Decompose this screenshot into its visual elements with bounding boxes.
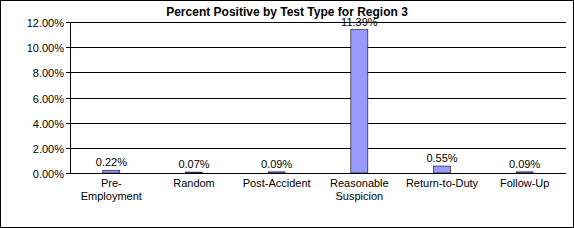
x-tick-label: Random	[173, 177, 215, 189]
x-tick-label: Post-Accident	[243, 177, 311, 189]
x-tick-label: Pre-Employment	[81, 177, 142, 202]
x-tick-label-line: Return-to-Duty	[406, 177, 479, 189]
bar	[351, 30, 368, 173]
x-tick-label-line: Employment	[81, 190, 142, 202]
y-tick-label: 10.00%	[27, 42, 65, 54]
grid-line	[70, 22, 566, 23]
y-tick-label: 4.00%	[33, 118, 64, 130]
y-tick	[66, 47, 70, 48]
x-tick-label-line: Reasonable	[330, 177, 389, 189]
y-tick	[66, 98, 70, 99]
bar	[186, 172, 203, 174]
chart-container: Percent Positive by Test Type for Region…	[0, 0, 574, 228]
x-tick-label-line: Post-Accident	[243, 177, 311, 189]
x-axis	[70, 173, 566, 174]
x-tick-label-line: Suspicion	[335, 190, 383, 202]
x-tick-label-line: Follow-Up	[500, 177, 550, 189]
y-tick-label: 12.00%	[27, 17, 65, 29]
y-tick	[66, 173, 70, 174]
x-tick-label-line: Random	[173, 177, 215, 189]
data-label: 0.07%	[178, 158, 209, 170]
data-label: 0.55%	[426, 152, 457, 164]
chart-svg: Percent Positive by Test Type for Region…	[0, 0, 574, 228]
y-tick-label: 6.00%	[33, 93, 64, 105]
bar	[268, 172, 285, 173]
data-label: 0.09%	[509, 158, 540, 170]
y-axis	[70, 22, 71, 173]
y-tick	[66, 148, 70, 149]
bar	[434, 166, 451, 173]
y-tick-label: 0.00%	[33, 168, 64, 180]
chart-border	[1, 1, 574, 228]
grid-line	[70, 173, 566, 174]
y-tick-label: 2.00%	[33, 143, 64, 155]
bar	[103, 170, 120, 173]
data-label: 0.22%	[96, 156, 127, 168]
x-tick-label: Follow-Up	[500, 177, 550, 189]
x-tick-label-line: Pre-	[101, 177, 122, 189]
data-label: 0.09%	[261, 158, 292, 170]
bar	[516, 172, 533, 173]
grid-line	[70, 148, 566, 149]
grid-line	[70, 98, 566, 99]
y-tick	[66, 123, 70, 124]
grid-line	[70, 47, 566, 48]
y-tick	[66, 72, 70, 73]
bars-group	[103, 30, 533, 173]
x-tick-label: Return-to-Duty	[406, 177, 479, 189]
grid-line	[70, 72, 566, 73]
x-tick-label: ReasonableSuspicion	[330, 177, 389, 202]
y-tick-label: 8.00%	[33, 67, 64, 79]
y-tick	[66, 22, 70, 23]
grid-line	[70, 123, 566, 124]
data-label: 11.39%	[341, 16, 378, 28]
